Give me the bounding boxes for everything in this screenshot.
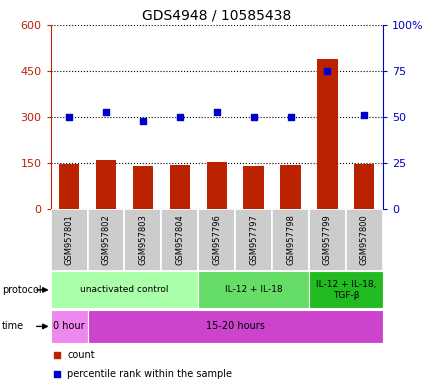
Bar: [51, 310, 88, 343]
Text: GSM957802: GSM957802: [102, 215, 110, 265]
Text: unactivated control: unactivated control: [80, 285, 169, 295]
Text: GSM957798: GSM957798: [286, 215, 295, 265]
Bar: [125, 209, 161, 271]
Point: [139, 118, 147, 124]
Bar: [161, 209, 198, 271]
Bar: [206, 162, 227, 209]
Point: [361, 112, 368, 118]
Bar: [88, 209, 125, 271]
Text: GSM957801: GSM957801: [65, 215, 73, 265]
Bar: [309, 271, 383, 308]
Title: GDS4948 / 10585438: GDS4948 / 10585438: [142, 8, 291, 22]
Bar: [354, 164, 374, 209]
Text: percentile rank within the sample: percentile rank within the sample: [67, 369, 232, 379]
Text: GSM957800: GSM957800: [360, 215, 369, 265]
Bar: [51, 271, 198, 308]
Point: [54, 371, 61, 377]
Point: [287, 114, 294, 120]
Text: GSM957803: GSM957803: [138, 215, 147, 265]
Point: [250, 114, 257, 120]
Bar: [133, 166, 153, 209]
Text: GSM957804: GSM957804: [175, 215, 184, 265]
Bar: [346, 209, 383, 271]
Bar: [243, 166, 264, 209]
Bar: [170, 165, 190, 209]
Text: IL-12 + IL-18: IL-12 + IL-18: [225, 285, 282, 295]
Bar: [96, 160, 116, 209]
Point: [176, 114, 183, 120]
Text: 0 hour: 0 hour: [53, 321, 85, 331]
Text: IL-12 + IL-18,
TGF-β: IL-12 + IL-18, TGF-β: [316, 280, 376, 300]
Bar: [51, 209, 88, 271]
Point: [324, 68, 331, 74]
Text: GSM957796: GSM957796: [212, 215, 221, 265]
Text: time: time: [2, 321, 24, 331]
Text: 15-20 hours: 15-20 hours: [206, 321, 264, 331]
Point: [66, 114, 73, 120]
Point: [213, 109, 220, 115]
Bar: [317, 59, 337, 209]
Bar: [198, 209, 235, 271]
Bar: [309, 209, 346, 271]
Bar: [280, 165, 301, 209]
Point: [54, 352, 61, 358]
Point: [103, 109, 110, 115]
Text: GSM957797: GSM957797: [249, 215, 258, 265]
Bar: [198, 271, 309, 308]
Text: count: count: [67, 350, 95, 360]
Bar: [88, 310, 383, 343]
Text: GSM957799: GSM957799: [323, 215, 332, 265]
Text: protocol: protocol: [2, 285, 42, 295]
Bar: [235, 209, 272, 271]
Bar: [59, 164, 79, 209]
Bar: [272, 209, 309, 271]
